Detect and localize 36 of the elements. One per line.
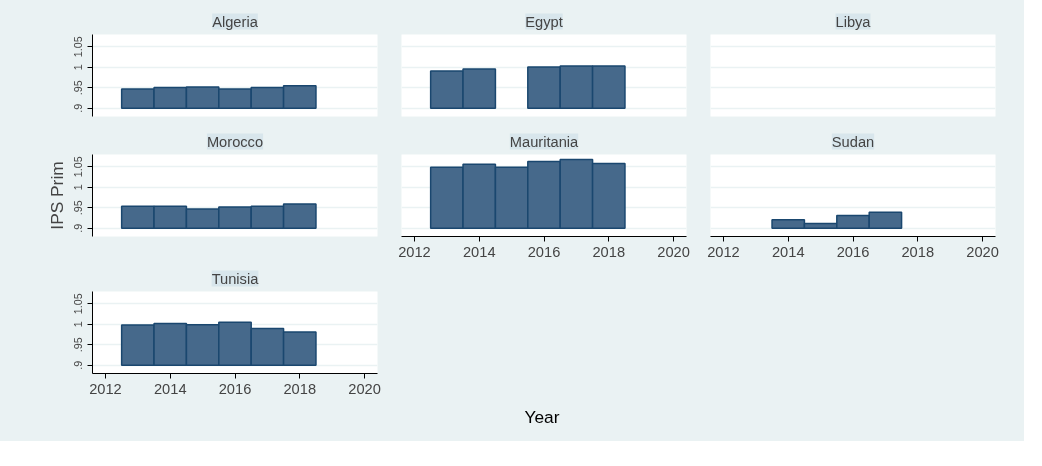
y-tick-label: 1 (72, 184, 85, 191)
x-tick-label: 2014 (771, 243, 805, 260)
x-tick-label: 2016 (218, 380, 252, 397)
x-axis-title: Year (524, 406, 560, 429)
y-axis-title: IPS Prim (46, 161, 67, 230)
y-tick-label: .95 (72, 337, 85, 353)
x-tick-label: 2020 (348, 380, 381, 397)
x-tick-label: 2018 (901, 243, 935, 260)
x-tick-label: 2016 (836, 243, 870, 260)
chart-title: Egypt (525, 13, 563, 30)
x-tick-label: 2020 (966, 243, 999, 260)
x-tick-label: 2016 (527, 243, 561, 260)
x-tick-label: 2012 (89, 380, 122, 397)
y-tick-label: 1 (72, 321, 85, 328)
y-tick-label: 1 (72, 64, 85, 71)
y-tick-label: .95 (72, 80, 85, 96)
x-tick-label: 2020 (657, 243, 690, 260)
chart-title: Mauritania (509, 133, 580, 150)
y-tick-label: .95 (72, 200, 85, 216)
x-tick-label: 2012 (707, 243, 740, 260)
y-tick-label: 1.05 (72, 36, 85, 58)
chart-title: Sudan (831, 133, 875, 150)
chart-title: Algeria (212, 13, 259, 30)
y-tick-label: .9 (72, 103, 85, 113)
x-tick-label: 2014 (462, 243, 496, 260)
x-tick-label: 2012 (398, 243, 431, 260)
y-tick-label: 1.05 (72, 293, 85, 315)
chart-title: Libya (835, 13, 872, 30)
x-tick-label: 2018 (283, 380, 317, 397)
y-tick-label: 1.05 (72, 156, 85, 178)
chart-title: Morocco (206, 133, 264, 150)
x-tick-label: 2018 (592, 243, 626, 260)
x-tick-label: 2014 (153, 380, 187, 397)
y-tick-label: .9 (72, 360, 85, 370)
chart-title: Tunisia (211, 270, 260, 287)
y-tick-label: .9 (72, 223, 85, 233)
